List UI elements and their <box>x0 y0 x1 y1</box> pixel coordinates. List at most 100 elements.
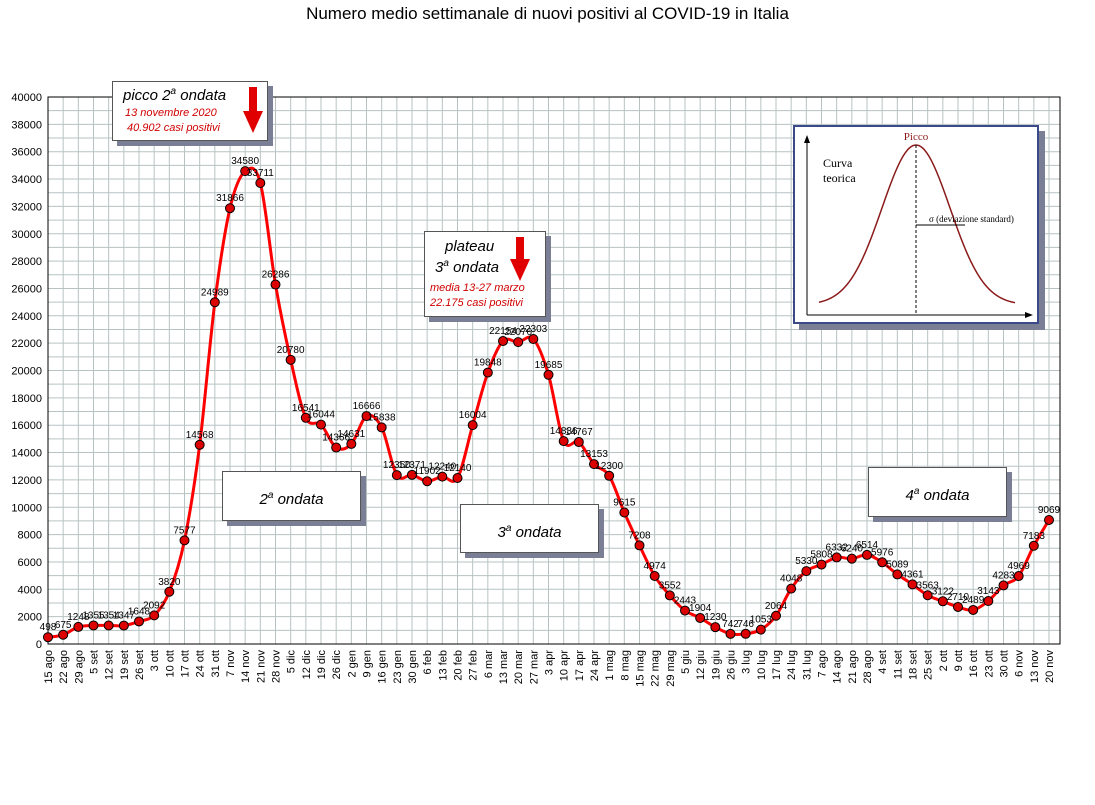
peak-callout-date: 13 novembre 2020 <box>125 107 217 119</box>
theoretical-curve-plot: Picco Curva teorica σ (deviazione standa… <box>804 131 1033 318</box>
peak-callout-cases: 40.902 casi positivi <box>127 122 220 134</box>
data-label: 16666 <box>353 401 381 412</box>
peak-callout: picco 2a ondata 13 novembre 2020 40.902 … <box>112 81 268 141</box>
x-tick-label: 6 mar <box>483 650 495 678</box>
y-tick-label: 6000 <box>18 557 42 569</box>
plateau-arrow-icon <box>510 237 530 281</box>
x-tick-label: 7 ago <box>817 650 829 678</box>
x-axis: 15 ago 22 ago 29 ago 5 set 12 set 19 set 26 se… <box>43 650 1056 687</box>
wave-4-rest: ondata <box>919 487 970 504</box>
data-point <box>680 605 690 616</box>
data-label: 19685 <box>535 360 563 371</box>
data-point <box>892 569 903 580</box>
x-tick-label: 13 nov <box>1029 650 1041 684</box>
data-point <box>300 412 311 423</box>
plateau-callout-sup: a <box>443 258 449 269</box>
x-tick-label: 5 set <box>89 650 101 674</box>
y-tick-label: 2000 <box>18 612 42 624</box>
y-tick-label: 38000 <box>11 119 42 131</box>
y-tick-label: 36000 <box>11 147 42 159</box>
x-tick-label: 17 lug <box>771 650 783 680</box>
data-point <box>740 628 751 639</box>
data-point <box>103 620 114 631</box>
x-tick-label: 14 nov <box>240 650 252 684</box>
x-tick-label: 21 ago <box>847 650 859 684</box>
data-point <box>194 439 205 450</box>
data-label: 22076 <box>504 327 532 338</box>
data-point <box>1013 571 1024 582</box>
x-tick-label: 10 ott <box>164 650 176 678</box>
data-point <box>513 337 524 348</box>
data-point <box>558 436 569 447</box>
y-tick-label: 18000 <box>11 393 42 405</box>
page-title: Numero medio settimanale di nuovi positi… <box>306 4 789 23</box>
y-tick-label: 12000 <box>11 475 42 487</box>
data-point <box>88 620 99 631</box>
x-tick-label: 19 giu <box>710 650 722 680</box>
wave-3-label: 3a ondata <box>460 504 599 553</box>
data-point <box>58 629 69 640</box>
data-point <box>164 586 175 597</box>
data-point <box>907 579 918 590</box>
data-label: 4974 <box>644 561 667 572</box>
data-label: 1904 <box>689 603 712 614</box>
data-point <box>1044 514 1054 525</box>
inset-peak-label: Picco <box>904 131 929 143</box>
x-tick-label: 22 ago <box>58 650 70 684</box>
inset-x-arrow-icon <box>1025 312 1033 318</box>
inset-curve-label-1: Curva <box>823 156 853 170</box>
x-tick-label: 24 lug <box>786 650 798 680</box>
data-point <box>862 549 872 560</box>
data-label: 11902 <box>414 466 442 477</box>
data-point <box>361 411 372 422</box>
x-tick-label: 23 gen <box>392 650 404 684</box>
x-tick-label: 5 giu <box>680 650 692 674</box>
peak-callout-title: picco 2 <box>123 87 171 104</box>
wave-2-sup: a <box>267 490 274 501</box>
data-label: 12140 <box>444 463 472 474</box>
data-point <box>225 203 235 214</box>
peak-callout-sup: a <box>170 86 177 97</box>
data-point <box>376 422 387 433</box>
data-point <box>1028 540 1039 551</box>
x-tick-label: 7 nov <box>225 650 237 677</box>
data-label: 22154 <box>489 326 517 337</box>
peak-arrow-icon <box>243 87 263 133</box>
data-point <box>149 610 160 621</box>
x-tick-label: 6 nov <box>1014 650 1026 677</box>
data-point <box>649 570 660 581</box>
data-label: 22303 <box>519 324 547 335</box>
x-tick-label: 11 set <box>892 650 904 679</box>
data-point <box>209 297 220 308</box>
x-tick-label: 19 dic <box>316 650 328 680</box>
x-tick-label: 24 apr <box>589 650 601 682</box>
y-tick-label: 14000 <box>11 448 42 460</box>
wave-2-label: 2a ondata <box>222 471 361 521</box>
wave-3-rest: ondata <box>511 524 562 541</box>
data-label: 742 <box>722 619 739 630</box>
data-point <box>73 621 84 632</box>
x-tick-label: 9 gen <box>362 650 374 678</box>
data-point <box>619 507 630 518</box>
data-point <box>391 470 402 481</box>
data-label: 1347 <box>113 611 136 622</box>
data-point <box>831 552 842 563</box>
x-tick-label: 15 mag <box>635 650 647 687</box>
data-point <box>316 419 326 430</box>
data-label: 15838 <box>368 412 396 423</box>
data-point <box>998 580 1009 591</box>
data-label: 24989 <box>201 287 229 298</box>
x-tick-label: 23 ott <box>983 650 995 678</box>
data-point <box>528 334 539 345</box>
x-tick-label: 16 ott <box>968 650 980 678</box>
data-label: 7183 <box>1023 531 1046 542</box>
wave-2-num: 2 <box>259 491 268 508</box>
x-tick-label: 14 ago <box>832 650 844 684</box>
x-tick-label: 3 lug <box>741 650 753 674</box>
data-point <box>255 178 266 189</box>
inset-y-arrow-icon <box>804 135 810 143</box>
y-tick-label: 4000 <box>18 584 42 596</box>
x-tick-label: 19 set <box>119 650 131 680</box>
data-label: 20780 <box>277 345 305 356</box>
x-tick-label: 28 ago <box>862 650 874 684</box>
